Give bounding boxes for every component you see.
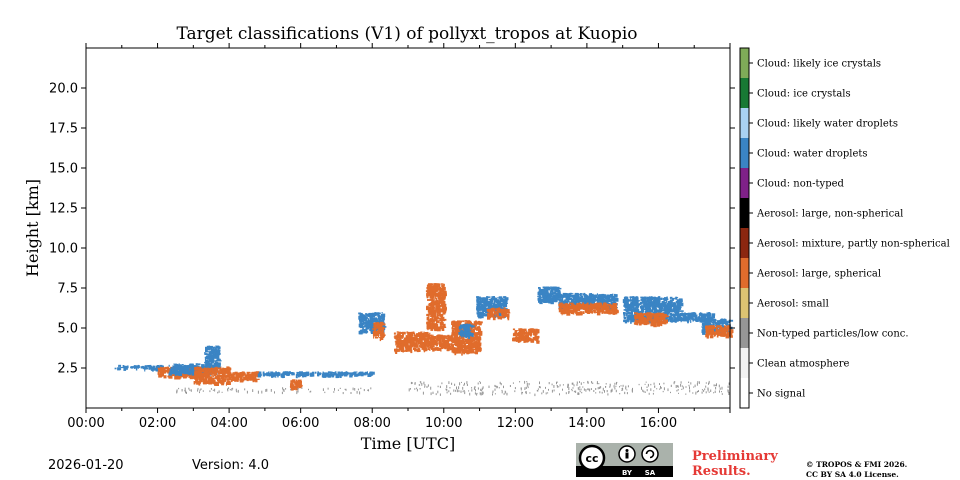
x-tick-label: 00:00 — [67, 416, 104, 431]
colorbar-swatch — [740, 198, 749, 228]
colorbar-label: No signal — [757, 389, 805, 400]
feature-28 — [408, 380, 730, 397]
by-label: BY — [622, 469, 633, 477]
x-tick-label: 14:00 — [568, 416, 605, 431]
preliminary-line-2: Results. — [692, 464, 751, 479]
plot-data-layer — [114, 283, 734, 397]
y-tick-label: 15.0 — [49, 162, 78, 177]
feature-3 — [193, 366, 232, 386]
feature-27 — [176, 387, 372, 395]
colorbar-label: Non-typed particles/low conc. — [757, 329, 909, 340]
colorbar-label: Cloud: likely ice crystals — [757, 59, 881, 70]
feature-11 — [393, 331, 433, 354]
y-tick-label: 5.0 — [57, 322, 78, 337]
colorbar-label: Clean atmosphere — [757, 359, 850, 370]
colorbar-label: Cloud: non-typed — [757, 179, 845, 190]
colorbar-swatch — [740, 348, 749, 378]
x-tick-label: 10:00 — [425, 416, 462, 431]
classification-colorbar: No signal Clean atmosphere Non-typed parti… — [739, 47, 950, 409]
x-tick-label: 12:00 — [497, 416, 534, 431]
copyright-line-1: © TROPOS & FMI 2026. — [806, 460, 908, 469]
y-tick-label: 10.0 — [49, 242, 78, 257]
sa-label: SA — [645, 469, 656, 477]
colorbar-swatch — [740, 168, 749, 198]
feature-0 — [114, 364, 164, 372]
colorbar-label: Aerosol: large, non-spherical — [756, 209, 903, 220]
feature-17 — [486, 307, 511, 321]
colorbar-label: Aerosol: large, spherical — [756, 269, 881, 280]
cc-icon-text: cc — [585, 452, 598, 465]
colorbar-swatch — [740, 48, 749, 78]
x-axis-label: Time [UTC] — [361, 434, 455, 453]
feature-8 — [301, 371, 375, 379]
colorbar-swatch — [740, 108, 749, 138]
chart-title: Target classifications (V1) of pollyxt_t… — [176, 24, 638, 44]
cc-by-sa-license-badge: cc BY SA — [576, 443, 673, 477]
colorbar-swatch — [740, 78, 749, 108]
feature-15 — [458, 323, 475, 340]
feature-23 — [633, 312, 669, 328]
plot-frame — [85, 47, 731, 409]
cc-icon — [578, 444, 606, 472]
feature-12 — [429, 334, 455, 352]
feature-10 — [372, 321, 386, 342]
colorbar-label: Aerosol: mixture, partly non-spherical — [756, 239, 950, 250]
feature-6 — [257, 371, 303, 379]
y-tick-label: 12.5 — [49, 202, 78, 217]
x-tick-label: 02:00 — [139, 416, 176, 431]
copyright-line-2: CC BY SA 4.0 License. — [806, 470, 899, 479]
colorbar-swatch — [740, 228, 749, 258]
feature-26 — [705, 325, 734, 339]
colorbar-swatch — [740, 258, 749, 288]
feature-21 — [558, 302, 619, 316]
colorbar-swatch — [740, 318, 749, 348]
colorbar-label: Cloud: water droplets — [757, 149, 868, 160]
version-label: Version: 4.0 — [192, 458, 269, 473]
y-tick-label: 20.0 — [49, 82, 78, 97]
copyright-notice: © TROPOS & FMI 2026. CC BY SA 4.0 Licens… — [806, 460, 907, 480]
y-axis-label: Height [km] — [23, 179, 42, 277]
colorbar-frame — [739, 47, 750, 409]
feature-13 — [425, 283, 447, 332]
share-alike-icon — [641, 445, 659, 463]
feature-19 — [537, 286, 562, 305]
preliminary-notice: Preliminary Results. — [692, 449, 778, 479]
colorbar-label: Cloud: ice crystals — [757, 89, 851, 100]
x-tick-label: 06:00 — [282, 416, 319, 431]
x-axis: 00:00 02:00 04:00 06:00 08:00 10:00 12:00 14:00… — [67, 43, 731, 431]
y-tick-label: 2.5 — [57, 362, 78, 377]
measurement-date: 2026-01-20 — [48, 458, 124, 473]
feature-18 — [512, 328, 540, 344]
colorbar-swatch — [740, 138, 749, 168]
x-tick-label: 16:00 — [640, 416, 677, 431]
y-tick-label: 7.5 — [57, 282, 78, 297]
colorbar-label: Aerosol: small — [756, 299, 829, 310]
x-tick-label: 08:00 — [353, 416, 390, 431]
colorbar-swatch — [740, 378, 749, 408]
colorbar-swatch — [740, 288, 749, 318]
x-tick-label: 04:00 — [210, 416, 247, 431]
y-axis: 2.5 5.0 7.5 10.0 12.5 15.0 17.5 20.0 — [49, 82, 735, 377]
feature-4 — [204, 345, 222, 368]
y-tick-label: 17.5 — [49, 122, 78, 137]
feature-5 — [229, 371, 261, 383]
preliminary-line-1: Preliminary — [692, 449, 778, 464]
colorbar-label: Cloud: likely water droplets — [757, 119, 898, 130]
feature-7 — [289, 379, 303, 391]
